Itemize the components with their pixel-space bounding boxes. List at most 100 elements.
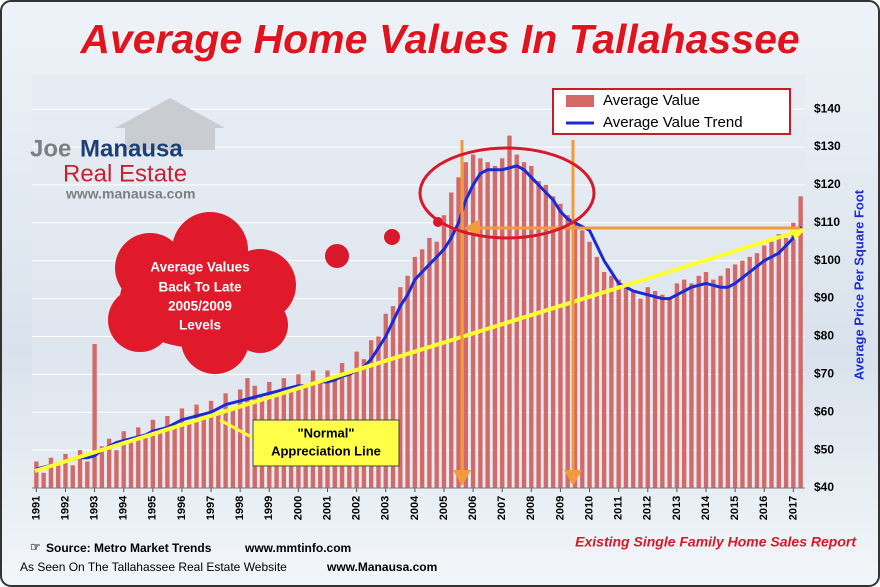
annotation-text: "Normal" xyxy=(297,425,354,440)
highlight-circle xyxy=(418,146,596,240)
bar xyxy=(681,279,687,488)
bar xyxy=(434,241,439,488)
cloud-text: Average Values xyxy=(150,260,249,275)
arrow-head xyxy=(790,227,806,240)
bar xyxy=(783,237,789,488)
bar xyxy=(48,457,54,488)
bar xyxy=(550,196,556,488)
bar xyxy=(711,279,716,488)
x-tick-label: 2011 xyxy=(613,496,625,520)
y-tick-label: $110 xyxy=(814,215,840,229)
bar xyxy=(398,287,403,488)
bar xyxy=(143,434,148,488)
x-tick-label: 2012 xyxy=(642,496,654,520)
report-label: Existing Single Family Home Sales Report xyxy=(575,534,857,550)
bar xyxy=(616,279,621,488)
cloud-text: Back To Late xyxy=(158,280,242,295)
annotation-pointer xyxy=(219,418,258,442)
x-tick-label: 2014 xyxy=(700,495,712,520)
bar xyxy=(652,290,658,488)
bar xyxy=(703,272,709,488)
bar xyxy=(601,272,607,488)
bar xyxy=(565,215,570,488)
website-url: www.Manausa.com xyxy=(326,560,437,574)
legend-swatch xyxy=(566,95,594,107)
bar xyxy=(201,416,206,488)
bar xyxy=(41,472,46,488)
cloud-dot xyxy=(325,244,349,268)
bar xyxy=(369,340,374,488)
bar xyxy=(587,241,592,488)
bar xyxy=(645,287,650,488)
y-tick-label: $60 xyxy=(814,404,834,418)
y-tick-label: $70 xyxy=(814,367,834,381)
bar xyxy=(165,416,170,488)
x-tick-label: 1998 xyxy=(234,496,246,520)
y-tick-label: $140 xyxy=(814,101,841,115)
legend-label: Average Value xyxy=(603,92,700,109)
bar xyxy=(747,256,752,488)
x-tick-label: 2000 xyxy=(292,496,304,520)
bar xyxy=(689,283,694,488)
bar xyxy=(157,431,163,488)
bar xyxy=(237,389,243,488)
bar xyxy=(230,408,236,488)
bar xyxy=(696,275,701,488)
bar xyxy=(776,234,781,488)
source-icon: ☞ xyxy=(30,540,41,554)
bar xyxy=(34,461,39,488)
bar xyxy=(63,453,68,488)
bar xyxy=(179,408,185,488)
bar xyxy=(529,165,534,488)
bar xyxy=(383,313,388,488)
bar xyxy=(70,465,75,488)
x-tick-label: 2016 xyxy=(758,496,770,520)
bar xyxy=(376,336,381,488)
bar xyxy=(572,222,578,489)
cloud-dot xyxy=(384,229,400,245)
y-tick-label: $130 xyxy=(814,139,841,153)
x-tick-label: 1994 xyxy=(118,495,130,520)
logo-first: Joe xyxy=(30,135,71,162)
y-tick-label: $80 xyxy=(814,329,834,343)
bar xyxy=(92,344,97,488)
bar xyxy=(77,450,83,488)
bar xyxy=(536,181,541,488)
bar xyxy=(99,446,105,488)
bar xyxy=(594,256,600,488)
website: As Seen On The Tallahassee Real Estate W… xyxy=(20,560,287,574)
bar xyxy=(660,294,665,488)
bar xyxy=(405,275,410,488)
y-tick-label: $50 xyxy=(814,442,834,456)
bar xyxy=(631,290,636,488)
x-tick-label: 2003 xyxy=(380,496,392,520)
y-tick-label: $90 xyxy=(814,291,834,305)
cloud xyxy=(108,212,296,374)
bar xyxy=(478,158,483,489)
bar xyxy=(419,249,425,488)
logo: Joe Manausa Real Estate www.manausa.com xyxy=(30,98,225,202)
x-tick-label: 1992 xyxy=(59,496,71,520)
bar xyxy=(128,442,134,488)
bar xyxy=(543,184,549,488)
bar xyxy=(674,283,680,488)
bar xyxy=(769,241,774,488)
x-tick-label: 2015 xyxy=(729,496,741,520)
bar xyxy=(623,287,629,488)
x-tick-label: 2002 xyxy=(351,496,363,520)
bar xyxy=(718,275,723,488)
x-tick-label: 1996 xyxy=(176,496,188,520)
bar xyxy=(732,264,738,488)
bar xyxy=(456,177,461,489)
x-tick-label: 2010 xyxy=(583,496,595,520)
annotation-box xyxy=(252,419,400,467)
bar xyxy=(106,438,112,488)
bar xyxy=(638,298,643,488)
bar xyxy=(114,450,119,488)
logo-last: Manausa xyxy=(80,135,183,162)
x-tick-label: 2005 xyxy=(438,496,450,520)
x-tick-label: 2008 xyxy=(525,496,537,520)
bar xyxy=(245,378,250,488)
logo-url: www.manausa.com xyxy=(65,186,195,202)
